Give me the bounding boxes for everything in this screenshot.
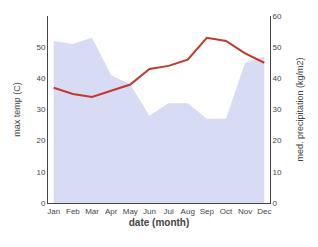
svg-text:60: 60 <box>273 12 282 21</box>
svg-text:Jul: Jul <box>163 207 173 216</box>
svg-text:20: 20 <box>273 136 282 145</box>
svg-text:10: 10 <box>273 168 282 177</box>
svg-text:0: 0 <box>273 199 278 208</box>
svg-text:Sep: Sep <box>200 207 215 216</box>
svg-text:30: 30 <box>273 105 282 114</box>
svg-text:Feb: Feb <box>66 207 80 216</box>
svg-text:20: 20 <box>36 136 45 145</box>
svg-text:Dec: Dec <box>257 207 271 216</box>
svg-text:40: 40 <box>36 74 45 83</box>
svg-text:50: 50 <box>36 43 45 52</box>
svg-text:Jun: Jun <box>143 207 156 216</box>
svg-text:Oct: Oct <box>220 207 233 216</box>
svg-text:Jan: Jan <box>47 207 60 216</box>
svg-text:40: 40 <box>273 74 282 83</box>
svg-text:0: 0 <box>41 199 46 208</box>
svg-text:Apr: Apr <box>105 207 118 216</box>
svg-text:max temp (C): max temp (C) <box>12 82 22 137</box>
svg-text:med. precipitation (kg/m2): med. precipitation (kg/m2) <box>295 57 305 161</box>
svg-text:50: 50 <box>273 43 282 52</box>
svg-text:Aug: Aug <box>181 207 195 216</box>
svg-text:Nov: Nov <box>238 207 252 216</box>
svg-text:10: 10 <box>36 168 45 177</box>
svg-text:Mar: Mar <box>85 207 99 216</box>
svg-text:30: 30 <box>36 105 45 114</box>
svg-text:May: May <box>123 207 138 216</box>
svg-text:date (month): date (month) <box>129 217 190 228</box>
